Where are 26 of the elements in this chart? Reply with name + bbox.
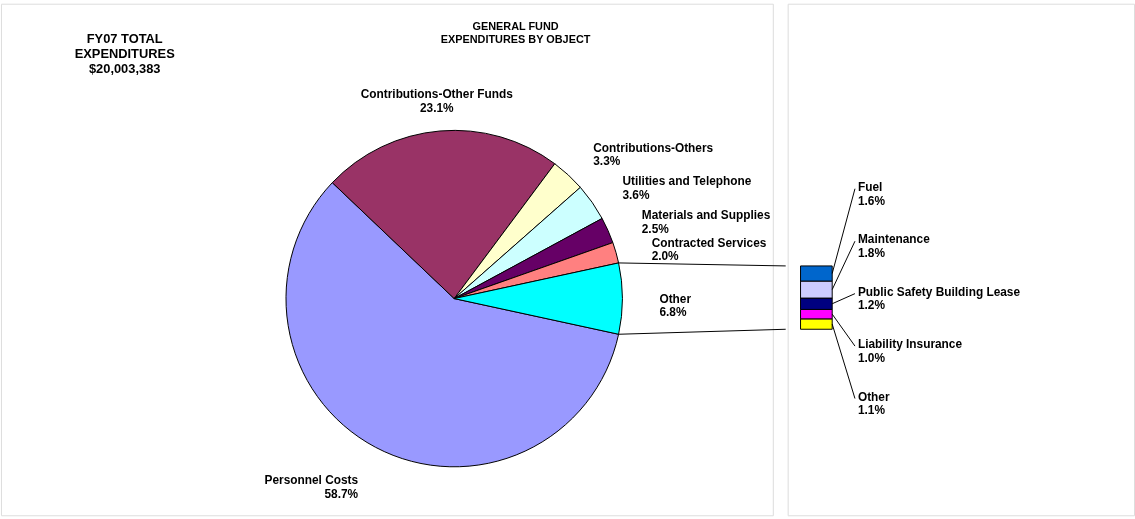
chart-title: GENERAL FUND EXPENDITURES BY OBJECT — [440, 20, 591, 46]
data-label: 2.0% — [651, 249, 680, 264]
slice-label: Other — [659, 291, 692, 306]
data-label: 1.2% — [857, 298, 886, 313]
text: Other — [857, 389, 890, 404]
slice-label: Personnel Costs — [264, 472, 359, 487]
slice-label: Utilities and Telephone — [622, 174, 752, 189]
data-label: 23.1% — [419, 100, 455, 115]
text: Liability Insurance — [857, 337, 963, 352]
slice-label: Contributions-Others — [593, 140, 714, 155]
slice-label: Materials and Supplies — [641, 208, 771, 223]
data-label: 1.8% — [857, 246, 886, 261]
slice-label: Contributions-Other Funds — [360, 87, 514, 102]
slice-label: Contracted Services — [651, 235, 767, 250]
data-label: 1.1% — [857, 403, 886, 418]
data-label: 3.3% — [593, 154, 621, 169]
text: FY07 TOTAL EXPENDITURES $20,003,383 — [74, 31, 176, 76]
text: Maintenance — [857, 232, 931, 247]
text: Fuel — [857, 179, 883, 194]
data-label: 2.5% — [641, 222, 670, 237]
data-label: 6.8% — [659, 305, 687, 320]
data-label: 1.0% — [857, 350, 886, 365]
data-label: 1.6% — [857, 193, 886, 208]
text: Public Safety Building Lease — [857, 284, 1021, 299]
data-label: 58.7% — [324, 486, 359, 501]
data-label: 3.6% — [622, 187, 650, 202]
